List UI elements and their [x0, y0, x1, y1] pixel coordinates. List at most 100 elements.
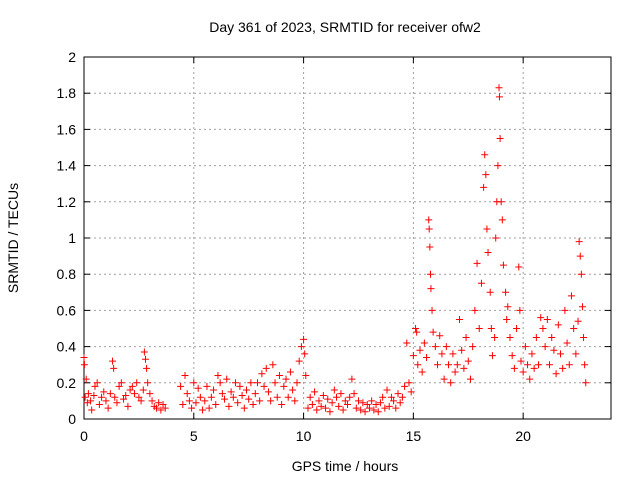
data-point [363, 401, 371, 409]
data-point [390, 397, 398, 405]
data-point [506, 334, 514, 342]
data-point [401, 382, 409, 390]
data-point [207, 393, 215, 401]
data-point [245, 395, 253, 403]
data-point [80, 361, 88, 369]
data-point [106, 390, 114, 398]
data-point [359, 399, 367, 407]
data-point [409, 352, 417, 360]
data-point [90, 391, 98, 399]
data-point [262, 364, 270, 372]
data-point [225, 402, 233, 410]
y-tick-label: 1.8 [57, 85, 77, 101]
data-point [210, 386, 218, 394]
data-point [519, 368, 527, 376]
data-point [498, 216, 506, 224]
y-tick-label: 1.2 [57, 194, 77, 210]
data-point [251, 390, 259, 398]
data-point [82, 375, 90, 383]
data-point [561, 306, 569, 314]
data-point [297, 343, 305, 351]
data-point [550, 346, 558, 354]
data-point [445, 361, 453, 369]
data-point [313, 406, 321, 414]
data-point [471, 306, 479, 314]
data-point [253, 379, 261, 387]
data-point [159, 401, 167, 409]
data-point [203, 382, 211, 390]
data-point [227, 388, 235, 396]
data-point [495, 93, 503, 101]
data-point [161, 404, 169, 412]
data-point [293, 379, 301, 387]
data-point [495, 84, 503, 92]
data-point [289, 386, 297, 394]
data-point [429, 328, 437, 336]
data-point [315, 397, 323, 405]
data-point [497, 198, 505, 206]
data-point [109, 357, 117, 365]
data-point [469, 343, 477, 351]
data-point [93, 379, 101, 387]
data-point [98, 393, 106, 401]
data-point [148, 397, 156, 405]
data-point [428, 306, 436, 314]
data-point [196, 393, 204, 401]
data-point [194, 384, 202, 392]
y-tick-label: 1 [68, 230, 76, 246]
data-point [140, 348, 148, 356]
data-point [131, 390, 139, 398]
data-point [337, 390, 345, 398]
data-point [135, 393, 143, 401]
data-point [427, 285, 435, 293]
data-point [556, 350, 564, 358]
data-point [311, 388, 319, 396]
data-point [477, 279, 485, 287]
data-point [144, 379, 152, 387]
y-tick-label: 0.6 [57, 302, 77, 318]
data-point [473, 259, 481, 267]
data-point [370, 406, 378, 414]
data-point [260, 382, 268, 390]
data-point [91, 382, 99, 390]
data-point [541, 343, 549, 351]
data-point [223, 375, 231, 383]
data-point [249, 401, 257, 409]
data-point [322, 404, 330, 412]
data-point [256, 397, 264, 405]
chart-title: Day 361 of 2023, SRMTID for receiver ofw… [209, 19, 481, 35]
data-point [460, 364, 468, 372]
data-point [84, 390, 92, 398]
data-point [513, 325, 521, 332]
data-point [508, 352, 516, 360]
data-point [88, 406, 96, 414]
data-point [199, 406, 207, 414]
data-point [348, 375, 356, 383]
data-point [111, 393, 119, 401]
data-point [324, 395, 332, 403]
data-point [455, 315, 463, 323]
data-point [416, 346, 424, 354]
data-point [155, 399, 163, 407]
data-point [425, 216, 433, 224]
data-point [524, 361, 532, 369]
data-point [516, 306, 524, 314]
data-point [431, 343, 439, 351]
data-point [317, 402, 325, 410]
data-point [427, 270, 435, 278]
data-point [496, 134, 504, 142]
data-point [487, 325, 495, 332]
data-point [466, 375, 474, 383]
data-point [464, 357, 472, 365]
data-point [128, 382, 136, 390]
data-point [179, 401, 187, 409]
data-point [361, 408, 369, 416]
data-point [104, 404, 112, 412]
data-point [278, 401, 286, 409]
x-tick-label: 15 [406, 428, 422, 444]
data-point [576, 252, 584, 260]
data-point [267, 397, 275, 405]
data-point [333, 393, 341, 401]
data-point [423, 353, 431, 361]
data-point [120, 395, 128, 403]
